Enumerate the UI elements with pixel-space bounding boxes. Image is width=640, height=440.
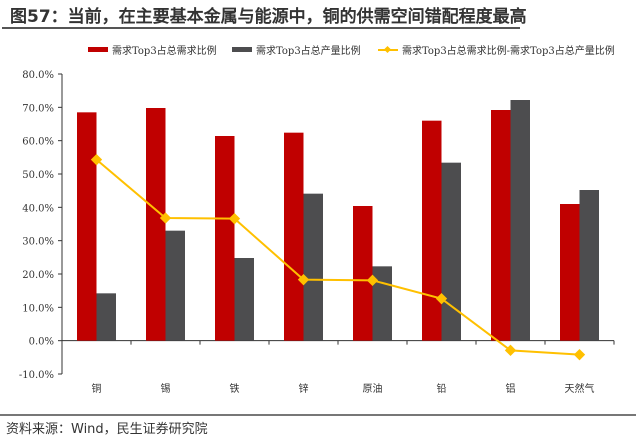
source-divider — [0, 414, 636, 416]
x-tick-label: 锌 — [299, 382, 309, 395]
y-tick-label: 30.0% — [22, 237, 54, 248]
gap-point — [573, 349, 586, 361]
gap-line — [95, 158, 580, 356]
bar-production-share — [165, 230, 185, 341]
gap-point — [297, 274, 310, 286]
y-tick-label: 10.0% — [22, 303, 54, 314]
x-tick-label: 铅 — [437, 382, 447, 395]
legend-marker — [383, 45, 392, 54]
legend-label: 需求Top3占总产量比例 — [256, 44, 361, 57]
bar-production-share — [234, 258, 254, 341]
legend-label: 需求Top3占总需求比例 — [112, 44, 217, 57]
y-tick-label: 80.0% — [22, 70, 54, 81]
bar-production-share — [303, 193, 323, 341]
bar-demand-share — [284, 132, 304, 341]
gap-point — [435, 293, 448, 305]
title-divider — [2, 27, 520, 29]
gap-point — [366, 274, 379, 286]
bar-demand-share — [422, 120, 442, 341]
y-tick-label: 20.0% — [22, 270, 54, 281]
y-tick-label: -10.0% — [19, 370, 54, 381]
figure-title: 图57：当前，在主要基本金属与能源中，铜的供需空间错配程度最高 — [10, 7, 527, 27]
bar-production-share — [441, 162, 461, 341]
bar-demand-share — [491, 110, 511, 341]
legend-swatch — [232, 47, 252, 52]
legend-label: 需求Top3占总需求比例-需求Top3占总产量比例 — [402, 44, 615, 57]
bar-demand-share — [146, 108, 166, 341]
y-tick-label: 50.0% — [22, 170, 54, 181]
bar-demand-share — [353, 206, 373, 341]
bar-production-share — [96, 293, 116, 341]
y-tick-label: 60.0% — [22, 137, 54, 148]
bar-demand-share — [560, 204, 580, 341]
x-tick-label: 铝 — [506, 383, 516, 395]
bar-demand-share — [77, 112, 97, 341]
x-tick-label: 锡 — [161, 382, 171, 395]
bar-production-share — [579, 190, 599, 341]
x-tick-label: 铁 — [230, 382, 240, 395]
y-tick-label: 0.0% — [29, 337, 54, 348]
bar-production-share — [372, 266, 392, 341]
y-tick-label: 70.0% — [22, 103, 54, 114]
gap-point — [159, 212, 172, 224]
x-tick-label: 原油 — [363, 382, 383, 395]
y-tick-label: 40.0% — [22, 203, 54, 214]
gap-point — [504, 344, 517, 356]
source-note: 资料来源：Wind，民生证券研究院 — [6, 422, 208, 437]
x-tick-label: 天然气 — [565, 382, 595, 395]
gap-point — [228, 213, 241, 225]
legend-swatch — [88, 47, 108, 52]
bar-demand-share — [215, 136, 235, 341]
bar-production-share — [510, 100, 530, 341]
x-tick-label: 铜 — [92, 383, 102, 395]
